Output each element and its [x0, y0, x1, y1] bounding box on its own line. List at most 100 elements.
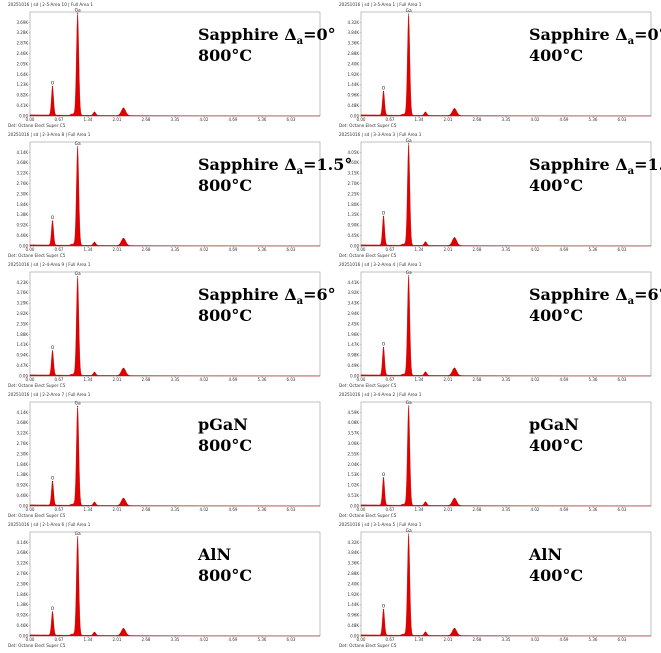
x-tick-label: 6.03	[287, 637, 296, 642]
x-tick-label: 6.03	[287, 247, 296, 252]
y-tick-label: 0.47K	[16, 363, 28, 368]
y-tick-label: 1.64K	[16, 72, 28, 77]
peak-point	[453, 367, 456, 369]
x-tick-label: 0.00	[357, 117, 366, 122]
y-tick-label: 2.82K	[16, 311, 28, 316]
eds-spectrum-panel: 20251016 | sd | 3-3-Area 3 | Full Area 1…	[339, 130, 661, 258]
x-tick-label: 2.01	[113, 507, 122, 512]
x-tick-label: 0.00	[26, 377, 35, 382]
peak-label: Ga	[75, 531, 81, 537]
peak-label: O	[382, 86, 386, 92]
y-tick-label: 2.76K	[16, 441, 28, 446]
y-tick-label: 3.69K	[16, 20, 28, 25]
x-tick-label: 5.36	[258, 507, 267, 512]
y-tick-label: 3.84K	[347, 30, 359, 35]
x-tick-label: 4.02	[200, 507, 209, 512]
detector-label: Det: Octane Elect Super C5	[339, 123, 397, 128]
y-tick-label: 3.68K	[16, 160, 28, 165]
peak-point	[93, 242, 96, 244]
y-tick-label: 4.59K	[347, 410, 359, 415]
eds-spectrum-svg: 20251016 | sd | 3-1-Area 5 | Full Area 1…	[339, 522, 652, 648]
x-tick-label: 4.69	[229, 637, 238, 642]
peak-point	[51, 611, 54, 613]
y-tick-label: 1.84K	[16, 462, 28, 467]
detector-label: Det: Octane Elect Super C5	[339, 643, 397, 648]
x-tick-label: 4.02	[200, 637, 209, 642]
eds-spectrum-svg: 20251016 | sd | 3-3-Area 3 | Full Area 1…	[339, 132, 661, 258]
x-tick-label: 6.03	[287, 117, 296, 122]
y-tick-label: 4.23K	[16, 280, 28, 285]
peak-label: O	[382, 342, 386, 348]
peak-label: Ga	[406, 138, 412, 144]
x-tick-label: 4.02	[531, 247, 540, 252]
eds-spectrum-svg: 20251016 | sd | 2-3-Area 8 | Full Area 1…	[8, 132, 352, 258]
peak-point	[382, 90, 385, 93]
y-tick-label: 0.00	[19, 113, 28, 118]
x-tick-label: 0.67	[55, 507, 64, 512]
peak-point	[77, 146, 79, 148]
sample-material-label: AlN	[197, 545, 231, 564]
peak-point	[122, 628, 125, 630]
sample-material-label: AlN	[528, 545, 562, 564]
x-tick-label: 0.67	[386, 637, 395, 642]
x-tick-label: 3.35	[171, 377, 180, 382]
spectrum-area	[29, 14, 321, 117]
x-tick-label: 4.69	[229, 247, 238, 252]
peak-label: O	[382, 604, 386, 610]
sample-temperature-label: 400°C	[529, 566, 583, 585]
x-tick-label: 4.69	[560, 637, 569, 642]
y-tick-label: 3.29K	[16, 301, 28, 306]
peak-point	[453, 628, 456, 630]
x-tick-label: 2.68	[142, 117, 151, 122]
x-tick-label: 4.02	[531, 117, 540, 122]
peak-label: Ga	[406, 528, 412, 534]
peak-label: Ga	[75, 271, 81, 277]
spectrum-area	[29, 147, 321, 247]
panel-header: 20251016 | sd | 2-1-Area 6 | Full Area 1	[8, 522, 91, 527]
x-tick-label: 6.03	[287, 507, 296, 512]
x-tick-label: 3.35	[502, 247, 511, 252]
x-tick-label: 4.69	[560, 247, 569, 252]
y-tick-label: 3.22K	[16, 561, 28, 566]
y-tick-label: 1.35K	[347, 212, 359, 217]
detector-label: Det: Octane Elect Super C5	[8, 383, 66, 388]
plot-frame	[29, 401, 321, 507]
x-tick-label: 1.34	[415, 507, 424, 512]
peak-point	[51, 350, 54, 352]
sample-material-label: pGaN	[198, 415, 248, 434]
peak-point	[424, 241, 427, 243]
peak-label: O	[51, 81, 55, 87]
sample-temperature-label: 400°C	[529, 436, 583, 455]
sample-temperature-label: 800°C	[198, 46, 252, 65]
eds-spectrum-panel: 20251016 | sd | 3-4-Area 2 | Full Area 1…	[339, 390, 659, 518]
y-tick-label: 4.14K	[16, 540, 28, 545]
peak-label: Ga	[75, 401, 81, 407]
x-tick-label: 2.01	[113, 637, 122, 642]
peak-point	[77, 536, 79, 538]
detector-label: Det: Octane Elect Super C5	[339, 383, 397, 388]
peak-point	[408, 143, 410, 145]
x-tick-label: 1.34	[415, 117, 424, 122]
x-tick-label: 6.03	[618, 117, 627, 122]
x-tick-label: 5.36	[258, 247, 267, 252]
sample-material-label: Sapphire Δa=6°	[529, 285, 661, 307]
spectrum-area	[29, 407, 321, 507]
y-tick-label: 0.46K	[16, 623, 28, 628]
y-tick-label: 3.68K	[16, 550, 28, 555]
peak-point	[122, 237, 125, 240]
y-tick-label: 1.96K	[347, 332, 359, 337]
panel-header: 20251016 | sd | 3-1-Area 5 | Full Area 1	[339, 522, 422, 527]
eds-spectrum-panel: 20251016 | sd | 2-2-Area 7 | Full Area 1…	[8, 390, 328, 518]
spectrum-area	[360, 407, 652, 507]
x-tick-label: 3.35	[171, 247, 180, 252]
x-tick-label: 0.67	[386, 247, 395, 252]
y-tick-label: 0.00	[350, 373, 359, 378]
x-tick-label: 3.35	[171, 507, 180, 512]
y-tick-label: 2.40K	[347, 581, 359, 586]
y-tick-label: 2.04K	[347, 462, 359, 467]
y-tick-label: 3.43K	[347, 301, 359, 306]
y-tick-label: 3.22K	[16, 171, 28, 176]
sample-material-label: Sapphire Δa=0°	[198, 25, 336, 47]
x-tick-label: 4.02	[200, 377, 209, 382]
